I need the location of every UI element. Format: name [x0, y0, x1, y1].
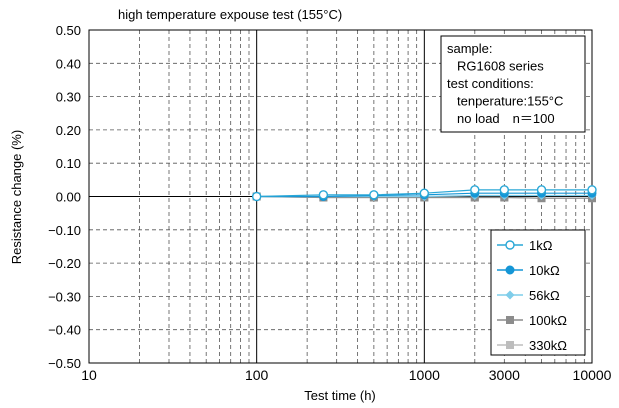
y-tick-label: −0.10 — [48, 223, 81, 238]
data-series — [251, 185, 597, 203]
x-tick-label: 10000 — [573, 367, 612, 383]
y-tick-label: −0.40 — [48, 323, 81, 338]
y-tick-label: 0.50 — [56, 23, 81, 38]
data-point — [499, 185, 510, 195]
y-tick-label: −0.20 — [48, 256, 81, 271]
data-point — [318, 190, 329, 200]
data-point — [587, 185, 597, 195]
data-point — [505, 265, 515, 275]
x-tick-label: 3000 — [489, 367, 520, 383]
series-line — [256, 189, 592, 198]
series-line — [256, 195, 592, 199]
y-tick-label: −0.50 — [48, 356, 81, 371]
legend-label: 56kΩ — [529, 288, 560, 303]
data-point — [505, 240, 515, 250]
data-point — [506, 341, 514, 349]
legend-item: 330kΩ — [497, 338, 567, 353]
data-point — [419, 188, 430, 198]
y-tick-labels: 0.50 0.40 0.30 0.20 0.10 0.00 −0.10 −0.20 −0.30 −… — [48, 23, 81, 371]
chart-title: high temperature expouse test (155°C) — [118, 7, 342, 22]
series-line — [256, 192, 592, 198]
y-tick-label: 0.30 — [56, 90, 81, 105]
x-tick-label: 10 — [81, 367, 97, 383]
legend-label: 1kΩ — [529, 238, 553, 253]
data-point — [536, 185, 547, 195]
legend: 1kΩ 10kΩ 56kΩ 100kΩ 330kΩ — [490, 229, 586, 356]
y-tick-label: −0.30 — [48, 289, 81, 304]
data-point — [470, 185, 480, 195]
annotation-line: no load n＝100 — [457, 111, 555, 126]
legend-item: 56kΩ — [497, 288, 560, 303]
legend-label: 330kΩ — [529, 338, 567, 353]
x-axis-label: Test time (h) — [304, 388, 376, 403]
annotation-line: tenperature:155°C — [457, 94, 563, 109]
legend-item: 10kΩ — [497, 263, 560, 278]
sample-annotation-box: sample: RG1608 series test conditions: tenp… — [440, 35, 586, 133]
legend-item: 1kΩ — [497, 238, 553, 253]
y-tick-label: 0.40 — [56, 56, 81, 71]
x-tick-label: 100 — [245, 367, 269, 383]
legend-label: 100kΩ — [529, 313, 567, 328]
annotation-line: sample: — [447, 41, 493, 56]
legend-item: 100kΩ — [497, 313, 567, 328]
x-tick-labels: 10 100 1000 3000 10000 — [81, 367, 611, 383]
y-tick-label: 0.10 — [56, 156, 81, 171]
x-tick-label: 1000 — [409, 367, 440, 383]
annotation-line: RG1608 series — [457, 59, 544, 74]
data-point — [506, 316, 514, 324]
y-tick-label: 0.00 — [56, 190, 81, 205]
annotation-frame — [440, 35, 586, 133]
data-point — [251, 191, 262, 202]
data-point — [505, 290, 515, 300]
data-point — [369, 190, 379, 200]
series-1kΩ — [251, 185, 597, 202]
annotation-line: test conditions: — [447, 76, 534, 91]
legend-label: 10kΩ — [529, 263, 560, 278]
y-tick-label: 0.20 — [56, 123, 81, 138]
y-axis-label: Resistance change (%) — [9, 130, 24, 264]
legend-frame — [490, 229, 586, 356]
